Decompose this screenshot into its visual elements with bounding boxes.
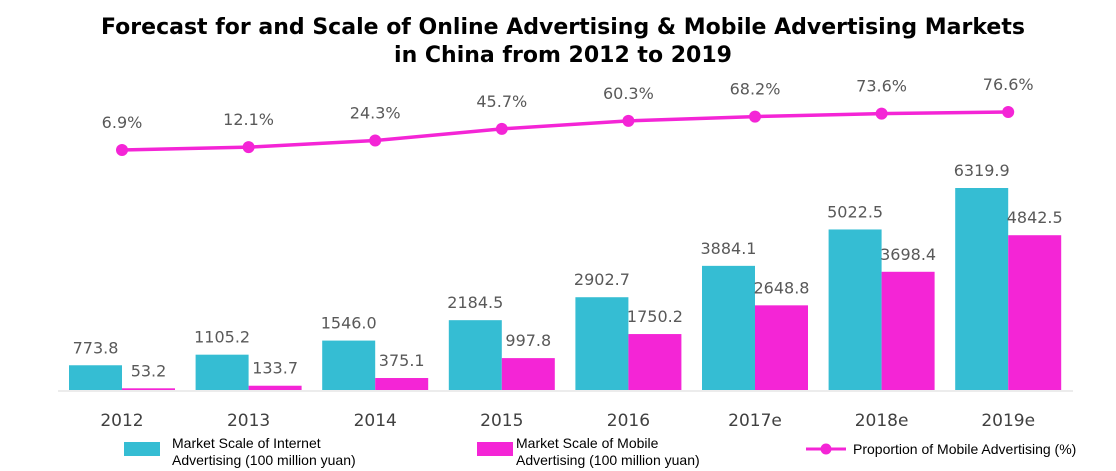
bar-mobile-2018e [881, 271, 935, 390]
data-label-proportion-2015: 45.7% [476, 92, 527, 111]
series-line-proportion [121, 110, 1009, 152]
legend-label-mobile-line-1: Market Scale of Mobile [516, 435, 659, 451]
data-label-mobile-2018e: 3698.4 [880, 245, 936, 264]
x-tick-label-2016: 2016 [607, 411, 650, 431]
data-label-mobile-2019e: 4842.5 [1007, 208, 1063, 227]
data-label-proportion-2017e: 68.2% [730, 80, 781, 99]
data-label-internet-2014: 1546.0 [321, 314, 377, 333]
data-label-internet-2012: 773.8 [73, 338, 119, 357]
data-label-internet-2017e: 3884.1 [701, 239, 757, 258]
bar-mobile-2016 [628, 334, 682, 390]
bar-mobile-2013 [248, 385, 302, 390]
data-label-mobile-2013: 133.7 [252, 359, 298, 378]
x-tick-label-2018e: 2018e [855, 411, 909, 431]
data-label-internet-2019e: 6319.9 [954, 161, 1010, 180]
line-point-2013 [242, 141, 255, 154]
legend-swatch-mobile [477, 442, 513, 456]
data-label-internet-2018e: 5022.5 [827, 202, 883, 221]
line-point-2012 [116, 144, 128, 156]
data-label-proportion-2014: 24.3% [350, 104, 401, 123]
legend-label-internet-line-2: Advertising (100 million yuan) [172, 452, 356, 468]
bar-internet-2012 [69, 365, 122, 390]
data-label-internet-2016: 2902.7 [574, 270, 630, 289]
x-tick-label-2014: 2014 [354, 411, 397, 431]
data-label-proportion-2016: 60.3% [603, 84, 654, 103]
x-tick-label-2015: 2015 [480, 411, 523, 431]
line-layer [116, 106, 1015, 156]
bar-internet-2015 [448, 320, 502, 390]
data-label-proportion-2018e: 73.6% [856, 77, 907, 96]
bar-mobile-2015 [501, 358, 555, 390]
chart-title-line-2: in China from 2012 to 2019 [394, 43, 732, 68]
bar-internet-2016 [575, 297, 629, 390]
bar-mobile-2017e [755, 305, 808, 390]
data-label-proportion-2012: 6.9% [102, 113, 143, 132]
data-label-proportion-2013: 12.1% [223, 110, 274, 129]
x-tick-label-2012: 2012 [100, 411, 143, 431]
data-label-mobile-2014: 375.1 [379, 351, 425, 370]
line-point-2014 [369, 134, 382, 147]
data-label-mobile-2017e: 2648.8 [754, 278, 810, 297]
data-label-internet-2015: 2184.5 [447, 293, 503, 312]
data-label-mobile-2012: 53.2 [131, 361, 167, 380]
bar-mobile-2019e [1008, 235, 1062, 390]
bar-mobile-2014 [375, 378, 429, 390]
bar-internet-2018e [828, 229, 882, 390]
legend-label-internet-line-1: Market Scale of Internet [172, 435, 321, 451]
legend-label-proportion: Proportion of Mobile Advertising (%) [853, 441, 1076, 457]
line-point-2015 [495, 122, 508, 135]
line-point-2018e [875, 107, 888, 120]
x-tick-label-2013: 2013 [227, 411, 270, 431]
bar-mobile-2012 [122, 388, 175, 390]
data-label-proportion-2019e: 76.6% [983, 75, 1034, 94]
legend-label-mobile-line-2: Advertising (100 million yuan) [516, 452, 700, 468]
bar-internet-2013 [195, 354, 249, 390]
bar-internet-2014 [322, 340, 376, 390]
x-ticks-layer: 2012 2013 2014 2015 2016 2017e 2018e 2019e [100, 411, 1035, 431]
data-label-mobile-2016: 1750.2 [627, 307, 683, 326]
data-label-mobile-2015: 997.8 [505, 331, 551, 350]
data-label-internet-2013: 1105.2 [194, 328, 250, 347]
bar-internet-2017e [702, 265, 755, 390]
line-point-2016 [622, 114, 635, 127]
bar-internet-2019e [955, 188, 1009, 390]
legend-marker-proportion [820, 443, 832, 455]
legend-swatch-internet [124, 442, 160, 456]
x-tick-label-2019e: 2019e [981, 411, 1035, 431]
line-point-2017e [749, 110, 761, 123]
x-tick-label-2017e: 2017e [728, 411, 782, 431]
bars-layer [69, 188, 1062, 390]
chart-title-line-1: Forecast for and Scale of Online Adverti… [101, 15, 1025, 40]
line-point-2019e [1002, 106, 1015, 118]
